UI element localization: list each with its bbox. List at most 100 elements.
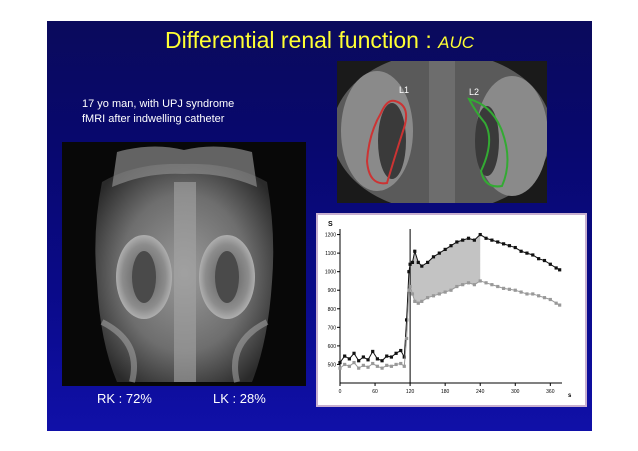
data-point-series-1 (407, 288, 411, 292)
data-point-series-0 (407, 270, 411, 274)
data-point-series-0 (449, 244, 453, 248)
data-point-series-0 (455, 240, 459, 244)
data-point-series-0 (496, 240, 500, 244)
data-point-series-0 (431, 255, 436, 259)
data-point-series-0 (531, 253, 535, 257)
data-point-series-0 (399, 348, 403, 353)
data-point-series-1 (525, 292, 529, 296)
chart-svg: 0 60 120 180 240 300 360 500 600 700 800 900 1000 110… (325, 221, 572, 399)
data-point-series-0 (461, 238, 465, 242)
x-tick-label: 60 (372, 389, 378, 395)
data-point-series-0 (420, 264, 424, 268)
data-point-series-1 (449, 288, 453, 292)
data-point-series-1 (490, 283, 494, 287)
data-point-series-1 (413, 299, 417, 303)
x-tick-label: 120 (406, 389, 415, 395)
series-line-0 (339, 233, 560, 363)
data-point-series-1 (519, 290, 523, 294)
data-point-series-0 (361, 355, 365, 359)
data-point-series-0 (437, 251, 441, 255)
data-point-series-0 (413, 249, 417, 253)
data-point-series-0 (548, 262, 552, 266)
data-point-series-0 (443, 247, 447, 252)
data-point-series-0 (554, 266, 558, 270)
data-point-series-0 (537, 257, 541, 261)
x-tick-label: 300 (511, 389, 520, 395)
x-axis-label: s (568, 393, 572, 399)
data-point-series-0 (472, 238, 476, 242)
data-point-series-1 (347, 364, 351, 368)
data-point-series-0 (366, 358, 370, 362)
data-point-series-1 (542, 296, 547, 300)
data-point-series-1 (558, 303, 562, 307)
data-point-series-1 (496, 284, 500, 289)
data-point-series-0 (513, 245, 517, 250)
data-point-series-0 (466, 236, 471, 240)
data-point-series-0 (389, 355, 394, 359)
y-tick-label: 700 (328, 325, 337, 331)
roi-right-label: L2 (469, 87, 479, 97)
data-point-series-0 (507, 244, 512, 248)
data-point-series-0 (478, 232, 482, 237)
left-kidney-result: LK : 28% (213, 391, 266, 406)
data-point-series-1 (513, 288, 517, 292)
data-point-series-1 (554, 301, 558, 305)
title-emphasis: AUC (438, 33, 475, 52)
data-point-series-1 (443, 290, 447, 294)
data-point-series-0 (338, 360, 342, 365)
y-tick-label: 900 (328, 288, 337, 294)
roi-left-outline (365, 99, 408, 185)
data-point-series-1 (361, 363, 365, 367)
data-point-series-1 (399, 361, 403, 366)
right-kidney-result: RK : 72% (97, 391, 152, 406)
data-point-series-1 (343, 362, 347, 367)
data-point-series-1 (548, 297, 552, 302)
x-tick-label: 0 (339, 389, 342, 395)
data-point-series-0 (525, 251, 529, 255)
x-tick-label: 180 (441, 389, 450, 395)
data-point-series-1 (531, 292, 535, 296)
y-tick-label: 500 (328, 362, 337, 368)
slide: Differential renal function : AUC 17 yo … (47, 21, 592, 431)
data-point-series-1 (352, 360, 356, 365)
data-point-series-1 (389, 364, 394, 368)
data-point-series-0 (380, 359, 384, 363)
data-point-series-0 (352, 351, 356, 355)
data-point-series-1 (472, 283, 476, 287)
data-point-series-1 (380, 366, 384, 370)
data-point-series-0 (408, 262, 412, 266)
data-point-series-0 (394, 351, 398, 355)
data-point-series-0 (385, 354, 389, 358)
data-point-series-1 (501, 286, 506, 290)
data-point-series-1 (394, 362, 398, 367)
y-tick-label: 1100 (325, 251, 336, 257)
data-point-series-1 (416, 301, 420, 305)
data-point-series-0 (357, 359, 361, 363)
patient-line-2: fMRI after indwelling catheter (82, 113, 225, 125)
data-point-series-1 (366, 365, 370, 369)
x-tick-label: 360 (546, 389, 555, 395)
roi-right-outline (467, 97, 509, 188)
y-axis-label: S (328, 221, 333, 228)
data-point-series-1 (371, 361, 375, 366)
y-tick-label: 1000 (325, 270, 336, 276)
data-point-series-1 (478, 279, 482, 283)
data-point-series-1 (385, 363, 389, 367)
y-tick-label: 1200 (325, 233, 336, 239)
data-point-series-1 (402, 364, 406, 368)
data-point-series-0 (402, 355, 406, 359)
data-point-series-0 (343, 354, 347, 358)
data-point-series-0 (371, 349, 375, 354)
data-point-series-0 (426, 260, 430, 264)
data-point-series-1 (507, 287, 512, 291)
data-point-series-1 (357, 366, 361, 370)
signal-time-chart: 0 60 120 180 240 300 360 500 600 700 800 900 1000 110… (316, 213, 587, 407)
roi-left-label: L1 (399, 85, 409, 95)
patient-description: 17 yo man, with UPJ syndrome fMRI after … (82, 97, 234, 127)
data-point-series-0 (490, 238, 494, 242)
data-point-series-1 (461, 283, 465, 287)
data-point-series-1 (375, 364, 379, 368)
data-point-series-0 (501, 242, 506, 246)
data-point-series-1 (426, 296, 430, 300)
data-point-series-1 (466, 281, 471, 285)
